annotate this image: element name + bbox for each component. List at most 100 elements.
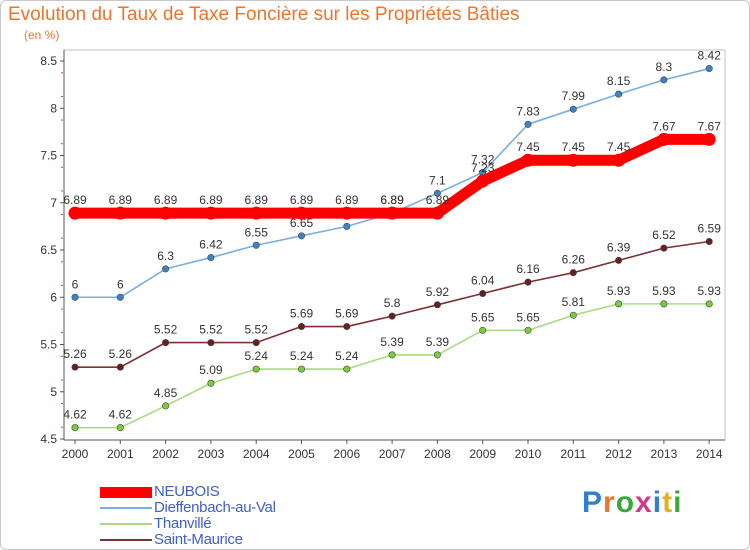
data-point-neubois xyxy=(204,206,218,220)
y-tick-label: 6.5 xyxy=(40,243,57,257)
x-tick-label: 2001 xyxy=(107,447,134,461)
data-label-dieffenbach-au-val: 6 xyxy=(72,277,79,291)
x-tick-label: 2009 xyxy=(469,447,496,461)
x-tick-label: 2005 xyxy=(288,447,315,461)
proxiti-logo: Proxiti xyxy=(582,486,682,520)
data-label-saint-maurice: 6.39 xyxy=(607,240,631,254)
data-label-saint-maurice: 5.26 xyxy=(109,347,133,361)
data-label-saint-maurice: 5.69 xyxy=(335,307,359,321)
data-label-thanvill-: 5.39 xyxy=(380,335,404,349)
data-point-dieffenbach-au-val xyxy=(71,293,79,301)
data-point-saint-maurice xyxy=(252,339,260,347)
data-label-neubois: 6.89 xyxy=(380,193,404,207)
data-point-neubois xyxy=(521,153,535,167)
data-point-neubois xyxy=(68,206,82,220)
data-label-thanvill-: 4.62 xyxy=(109,408,133,422)
data-point-neubois xyxy=(249,206,263,220)
data-label-thanvill-: 5.93 xyxy=(607,284,631,298)
data-point-neubois xyxy=(612,153,626,167)
data-point-thanvill- xyxy=(660,300,668,308)
data-label-thanvill-: 5.24 xyxy=(335,349,359,363)
data-point-saint-maurice xyxy=(343,323,351,331)
data-label-neubois: 6.89 xyxy=(199,193,223,207)
data-label-saint-maurice: 5.8 xyxy=(384,296,401,310)
data-label-neubois: 6.89 xyxy=(245,193,269,207)
y-tick-label: 5.5 xyxy=(40,338,57,352)
data-label-saint-maurice: 6.16 xyxy=(516,262,540,276)
data-label-neubois: 6.89 xyxy=(63,193,87,207)
data-point-neubois xyxy=(702,132,716,146)
x-tick-label: 2011 xyxy=(560,447,586,461)
data-label-saint-maurice: 5.52 xyxy=(199,323,223,337)
data-point-thanvill- xyxy=(71,424,79,432)
data-point-dieffenbach-au-val xyxy=(207,254,215,262)
data-label-dieffenbach-au-val: 6.42 xyxy=(199,238,223,252)
data-point-thanvill- xyxy=(569,311,577,319)
data-label-dieffenbach-au-val: 8.3 xyxy=(656,60,673,74)
data-label-dieffenbach-au-val: 7.1 xyxy=(429,173,446,187)
x-tick-label: 2000 xyxy=(62,447,89,461)
data-point-saint-maurice xyxy=(615,256,623,264)
legend-swatch-dieffenbach-au-val xyxy=(100,507,152,509)
data-label-thanvill-: 5.93 xyxy=(652,284,676,298)
data-label-dieffenbach-au-val: 6.89 xyxy=(380,193,404,207)
data-point-neubois xyxy=(113,206,127,220)
data-point-dieffenbach-au-val xyxy=(569,105,577,113)
data-point-dieffenbach-au-val xyxy=(524,120,532,128)
data-label-dieffenbach-au-val: 6.3 xyxy=(157,249,174,263)
data-point-neubois xyxy=(159,206,173,220)
data-label-thanvill-: 5.65 xyxy=(516,310,540,324)
x-tick-label: 2004 xyxy=(243,447,270,461)
data-point-thanvill- xyxy=(343,365,351,373)
data-label-saint-maurice: 5.69 xyxy=(290,307,314,321)
data-point-thanvill- xyxy=(615,300,623,308)
data-point-neubois xyxy=(657,132,671,146)
logo-letter: i xyxy=(673,486,683,519)
data-label-thanvill-: 5.39 xyxy=(426,335,450,349)
data-label-dieffenbach-au-val: 7.32 xyxy=(471,153,495,167)
y-tick-label: 4.5 xyxy=(40,432,57,446)
data-point-saint-maurice xyxy=(479,289,487,297)
logo-letter: x xyxy=(635,486,653,519)
data-point-dieffenbach-au-val xyxy=(433,189,441,197)
data-point-neubois xyxy=(295,206,308,220)
data-label-dieffenbach-au-val: 8.15 xyxy=(607,74,631,88)
x-tick-label: 2013 xyxy=(651,447,678,461)
data-point-thanvill- xyxy=(252,365,260,373)
data-point-thanvill- xyxy=(388,351,396,359)
data-point-saint-maurice xyxy=(388,312,396,320)
data-point-thanvill- xyxy=(524,326,532,334)
x-tick-label: 2002 xyxy=(152,447,179,461)
data-label-saint-maurice: 5.26 xyxy=(63,347,87,361)
y-tick-label: 7.5 xyxy=(40,149,57,163)
logo-letter: t xyxy=(662,486,674,519)
data-label-saint-maurice: 6.59 xyxy=(698,221,722,235)
logo-letter: r xyxy=(603,486,616,519)
data-point-dieffenbach-au-val xyxy=(343,222,351,230)
data-point-thanvill- xyxy=(297,365,305,373)
x-tick-label: 2006 xyxy=(333,447,360,461)
y-tick-label: 5 xyxy=(50,385,57,399)
y-tick-label: 8 xyxy=(50,101,57,115)
data-label-saint-maurice: 6.52 xyxy=(652,228,676,242)
data-point-saint-maurice xyxy=(207,339,215,347)
data-label-thanvill-: 5.09 xyxy=(199,363,223,377)
unit-label: (en %) xyxy=(24,28,60,42)
data-label-neubois: 7.45 xyxy=(562,140,586,154)
data-point-thanvill- xyxy=(207,379,215,387)
data-label-saint-maurice: 5.92 xyxy=(426,285,450,299)
data-label-dieffenbach-au-val: 7.83 xyxy=(516,104,540,118)
legend-swatch-neubois xyxy=(100,486,152,498)
data-label-neubois: 6.89 xyxy=(335,193,359,207)
data-point-dieffenbach-au-val xyxy=(705,65,713,73)
data-point-dieffenbach-au-val xyxy=(660,76,668,84)
data-point-saint-maurice xyxy=(116,363,124,371)
data-point-thanvill- xyxy=(705,300,713,308)
data-label-thanvill-: 4.62 xyxy=(63,408,87,422)
data-label-dieffenbach-au-val: 7.99 xyxy=(562,89,586,103)
legend-swatch-saint-maurice xyxy=(100,539,152,541)
data-label-neubois: 7.67 xyxy=(652,119,676,133)
data-point-neubois xyxy=(476,174,490,188)
legend-label-dieffenbach-au-val: Dieffenbach-au-Val xyxy=(154,499,276,516)
